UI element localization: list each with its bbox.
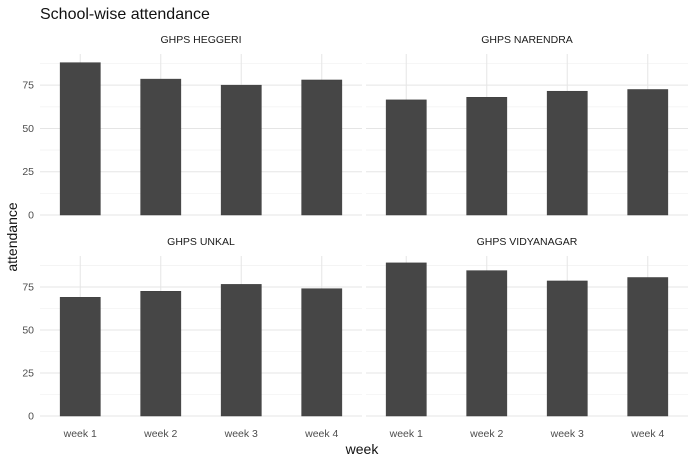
x-tick-label: week 2 [143, 428, 177, 440]
y-tick-label: 25 [22, 166, 34, 178]
x-tick-label: week 4 [630, 428, 664, 440]
x-tick-label: week 1 [389, 428, 423, 440]
bar [627, 89, 669, 216]
bar [140, 78, 182, 216]
bar [301, 288, 343, 417]
x-tick-label: week 3 [224, 428, 258, 440]
x-tick-label: week 1 [63, 428, 97, 440]
facet-panel: GHPS HEGGERI 0 25 50 75 [22, 34, 362, 222]
y-tick-label: 50 [22, 324, 34, 336]
bar [627, 277, 669, 417]
facet-strip-label: GHPS NARENDRA [481, 34, 573, 46]
y-tick-label: 0 [28, 411, 34, 423]
facet-strip-label: GHPS UNKAL [167, 236, 235, 248]
facet-panel: GHPS UNKAL 0 25 50 75 week 1 week 2 week 3 week … [22, 236, 362, 440]
facet-strip-label: GHPS VIDYANAGAR [477, 236, 578, 248]
y-tick-label: 25 [22, 367, 34, 379]
facet-panel: GHPS NARENDRA [366, 34, 688, 216]
bar [140, 291, 182, 417]
x-axis-title: week [345, 441, 380, 457]
y-tick-label: 0 [28, 210, 34, 222]
y-tick-label: 75 [22, 281, 34, 293]
chart-title: School-wise attendance [40, 6, 210, 23]
bar [301, 79, 343, 216]
x-tick-label: week 4 [304, 428, 338, 440]
y-tick-label: 50 [22, 123, 34, 135]
bar [59, 297, 101, 417]
bar [466, 270, 508, 417]
bar [220, 84, 262, 216]
bar [59, 62, 101, 216]
facet-panel: GHPS VIDYANAGAR week 1 week 2 week 3 week 4 [366, 236, 688, 440]
chart-panels: GHPS HEGGERI 0 25 50 75 GHPS NARENDRA GHPS UNK… [22, 34, 688, 440]
x-tick-label: week 2 [469, 428, 503, 440]
bar [466, 97, 508, 216]
bar [546, 90, 588, 216]
bar [220, 284, 262, 417]
bar [546, 280, 588, 417]
y-tick-label: 75 [22, 80, 34, 92]
bar [385, 262, 427, 417]
y-axis-title: attendance [4, 202, 20, 271]
facet-strip-label: GHPS HEGGERI [160, 34, 241, 46]
bar [385, 99, 427, 216]
x-tick-label: week 3 [550, 428, 584, 440]
